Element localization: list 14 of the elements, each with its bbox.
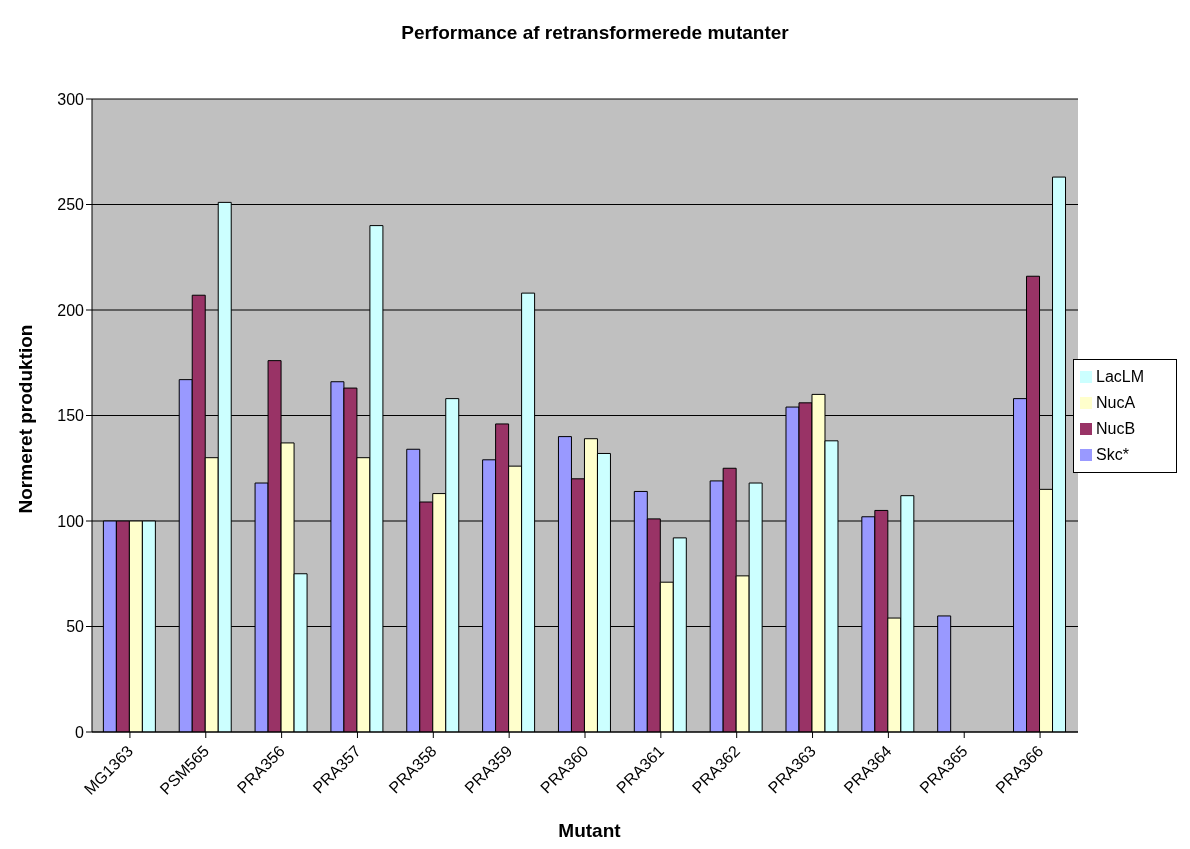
y-axis-title: Normeret produktion <box>15 323 37 516</box>
y-tick-label: 250 <box>57 196 85 214</box>
legend-label: Skc* <box>1096 445 1129 463</box>
y-tick-label: 50 <box>66 618 85 636</box>
y-tick-label: 0 <box>75 723 85 741</box>
legend-label: NucB <box>1096 419 1136 437</box>
y-tick-label: 100 <box>57 512 85 530</box>
y-tick-label: 300 <box>57 90 85 108</box>
x-axis-title: Mutant <box>557 820 622 842</box>
legend-label: NucA <box>1096 393 1136 411</box>
y-tick-label: 150 <box>57 407 85 425</box>
y-tick-label: 200 <box>57 301 85 319</box>
legend-label: LacLM <box>1096 367 1145 385</box>
chart-title: Performance af retransformerede mutanter <box>400 22 790 44</box>
